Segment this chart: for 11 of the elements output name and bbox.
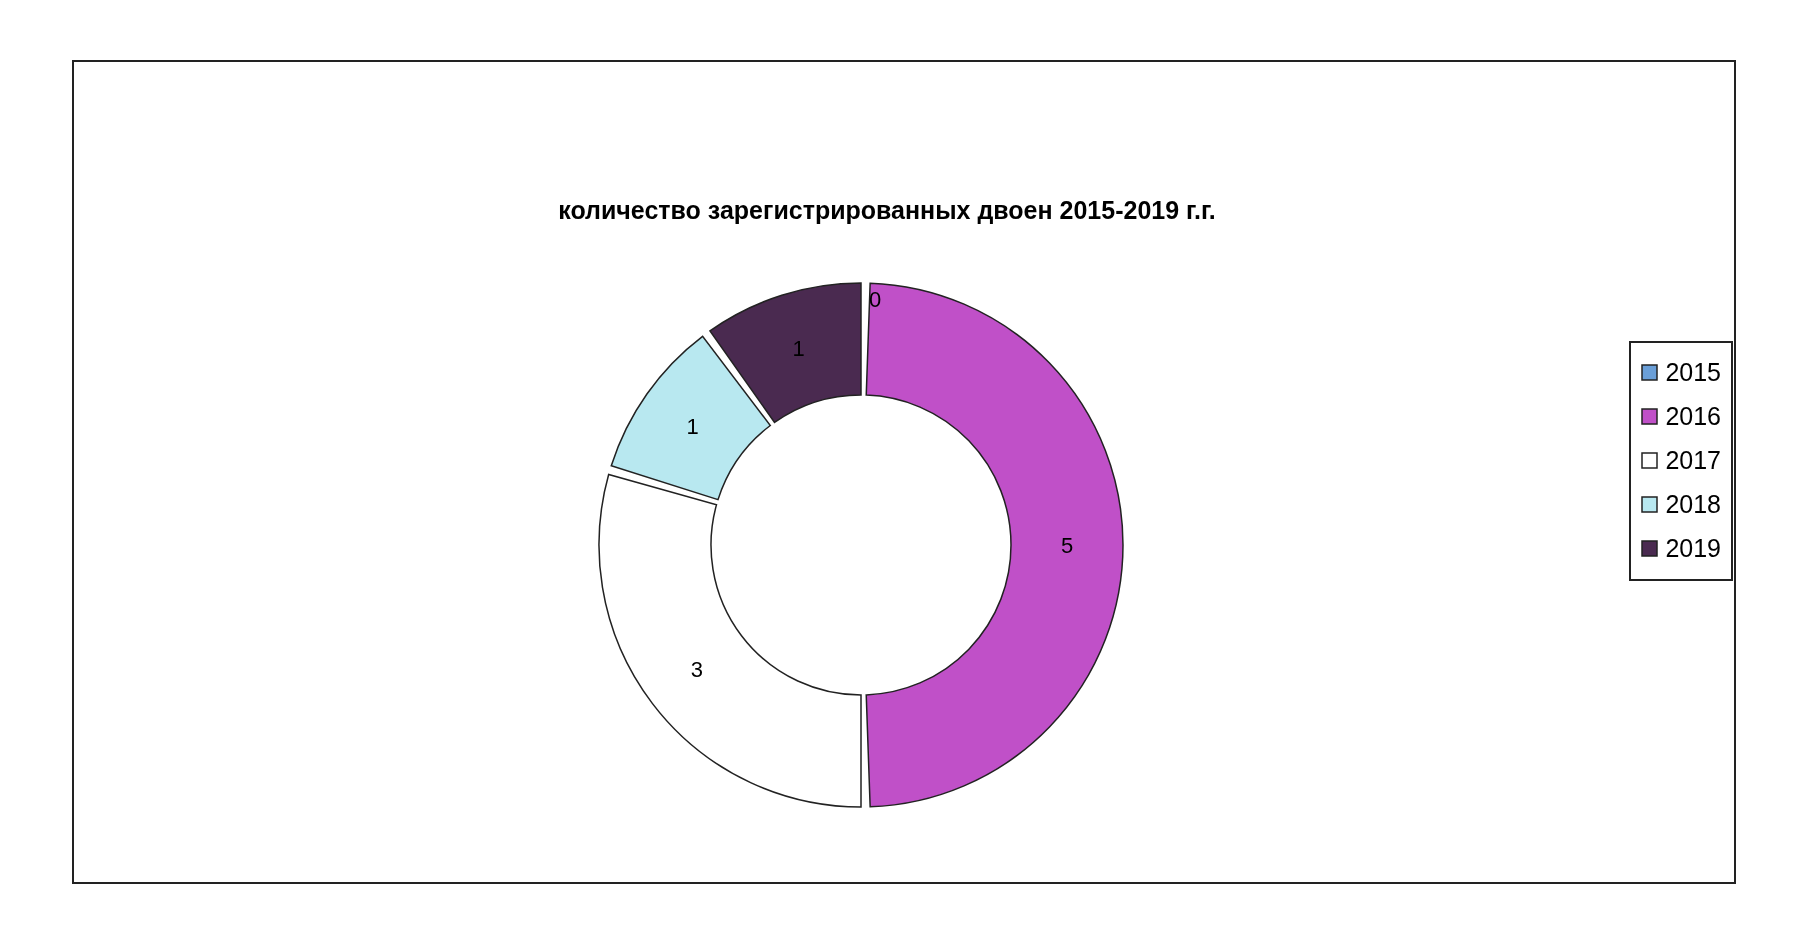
chart-title: количество зарегистрированных двоен 2015-2019 г.г.: [557, 196, 1217, 225]
legend-label: 2017: [1665, 446, 1721, 475]
legend-label: 2016: [1665, 402, 1721, 431]
data-label: 3: [690, 657, 704, 683]
data-label: 1: [686, 413, 699, 439]
data-label: 1: [792, 336, 805, 362]
data-label: 5: [1060, 532, 1074, 558]
text: 0: [868, 286, 882, 312]
legend-label: 2019: [1665, 534, 1721, 563]
legend-label: 2018: [1665, 490, 1721, 519]
legend-label: 2015: [1665, 358, 1721, 387]
